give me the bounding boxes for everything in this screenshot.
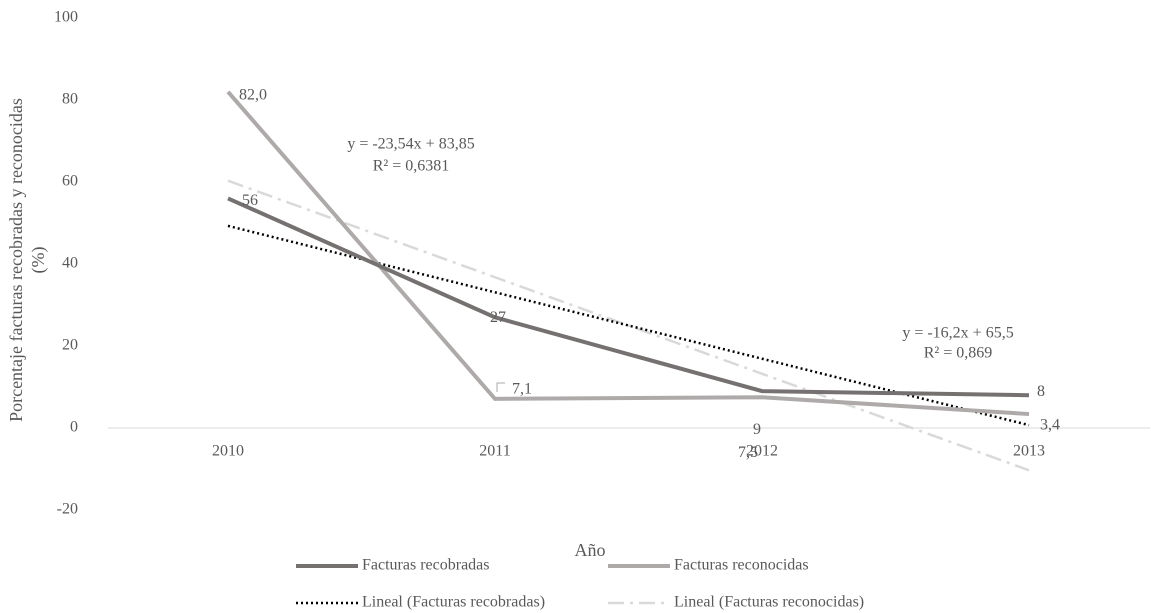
legend-label: Lineal (Facturas reconocidas)	[674, 594, 864, 611]
data-label: 7,5	[738, 444, 758, 461]
trend-r2: R² = 0,6381	[373, 158, 450, 175]
data-label: 9	[753, 421, 761, 438]
y-tick-label: 0	[70, 419, 78, 436]
data-label: 56	[242, 192, 258, 209]
legend-label: Facturas recobradas	[362, 557, 490, 574]
legend-label: Facturas reconocidas	[674, 557, 809, 574]
data-label: 82,0	[239, 86, 267, 103]
trend-r2: R² = 0,869	[924, 345, 993, 362]
series-line	[227, 196, 1030, 398]
y-tick-label: 20	[62, 337, 78, 354]
data-label: 27	[490, 309, 506, 326]
trend-equation: y = -23,54x + 83,85	[347, 136, 474, 153]
y-tick-label: 60	[62, 173, 78, 190]
y-tick-label: 80	[62, 91, 78, 108]
x-tick-label: 2011	[479, 443, 510, 460]
x-tick-label: 2013	[1013, 443, 1045, 460]
series-line	[227, 179, 1030, 472]
y-axis-label: (%)	[28, 247, 49, 274]
trend-equation: y = -16,2x + 65,5	[902, 325, 1013, 342]
x-tick-label: 2012	[746, 443, 778, 460]
data-label: 7,1	[512, 381, 532, 398]
series-line	[226, 90, 1030, 417]
data-label: 8	[1037, 383, 1045, 400]
y-tick-label: -20	[57, 501, 78, 518]
legend-label: Lineal (Facturas recobradas)	[362, 594, 545, 611]
x-axis-label: Año	[575, 540, 606, 560]
y-tick-label: 100	[54, 9, 78, 26]
x-tick-label: 2010	[212, 443, 244, 460]
y-axis-label: Porcentaje facturas recobradas y reconoc…	[6, 98, 26, 422]
y-tick-label: 40	[62, 255, 78, 272]
leader-line	[496, 382, 505, 392]
data-label: 3,4	[1040, 417, 1060, 434]
